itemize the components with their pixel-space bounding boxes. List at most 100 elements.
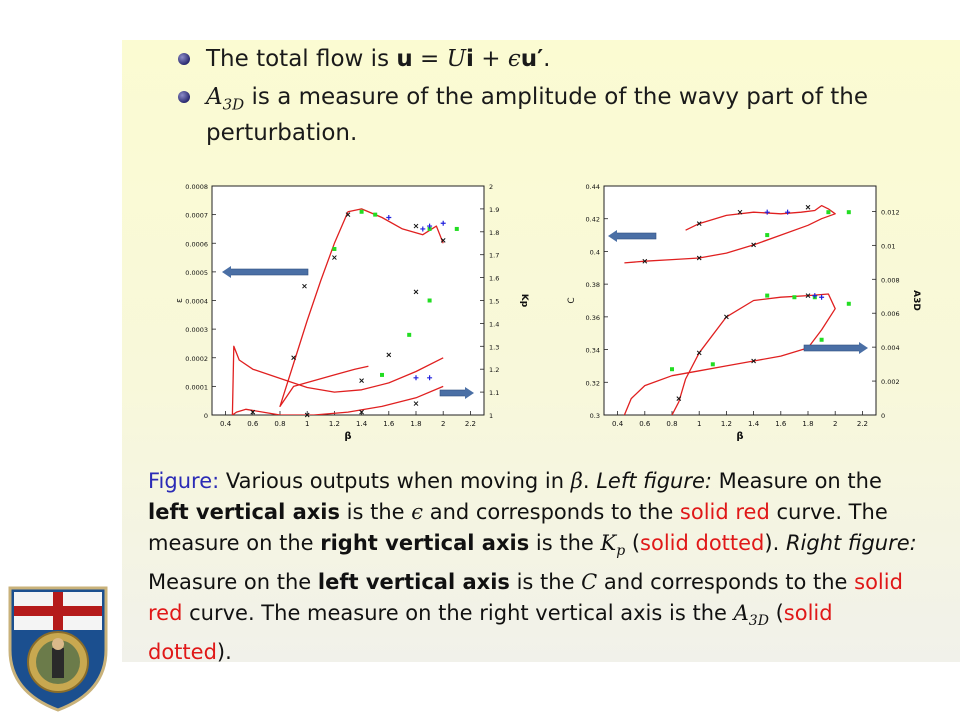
right-chart-y-axis-label: C	[567, 297, 577, 303]
left-chart-x-axis-label: β	[344, 431, 351, 442]
right-chart-y2-tick-label: 0.012	[881, 208, 900, 216]
left-chart-y-tick-label: 0.0006	[185, 240, 208, 248]
caption-bold: right vertical axis	[320, 531, 530, 555]
right-chart-y2-tick-label: 0.01	[881, 242, 895, 250]
right-chart-y-tick-label: 0.3	[590, 412, 600, 420]
right-chart-marker-black	[751, 242, 756, 248]
caption-line-1: Figure: Various outputs when moving in β…	[148, 466, 958, 497]
right-chart-arrow-left-shaft	[615, 232, 657, 240]
left-chart-y2-tick-label: 1.9	[489, 206, 499, 214]
left-chart-y2-tick-label: 1.1	[489, 389, 499, 397]
right-chart-x-tick-label: 2	[833, 420, 837, 428]
left-chart-marker-black	[413, 223, 419, 229]
left-chart-y2-tick-label: 1.4	[489, 320, 499, 328]
left-chart-marker-black	[413, 401, 419, 406]
left-chart-x-tick-label: 2	[441, 420, 445, 428]
caption-text: curve. The measure on the right vertical…	[182, 601, 734, 626]
left-chart-y-tick-label: 0	[204, 412, 208, 420]
right-chart-marker-black	[751, 358, 756, 364]
math-plus: +	[473, 46, 508, 72]
caption-text: and corresponds to the	[423, 500, 680, 524]
left-chart-x-tick-label: 1.2	[329, 420, 340, 428]
caption-text: is the	[509, 570, 582, 595]
university-crest-logo	[8, 586, 108, 712]
right-chart-x-tick-label: 1	[697, 420, 701, 428]
left-chart-marker-blue	[440, 220, 446, 226]
right-chart-marker-green	[846, 301, 851, 306]
right-chart-marker-black	[805, 293, 811, 298]
caption-text: ).	[216, 640, 232, 665]
left-chart-y-axis-label: ε	[175, 298, 185, 303]
left-chart-series-epsilon_solid	[279, 208, 444, 408]
left-chart-marker-black	[359, 409, 364, 415]
right-chart-y2-tick-label: 0.008	[881, 276, 900, 284]
left-chart-plot-area	[211, 185, 485, 416]
right-chart-x-axis-label: β	[736, 431, 743, 442]
right-chart-marker-blue	[764, 209, 770, 215]
right-chart-arrow-right	[803, 342, 868, 354]
left-chart-marker-black	[359, 378, 364, 384]
caption-text: curve. The	[769, 500, 888, 524]
right-chart-y-tick-label: 0.32	[586, 379, 600, 387]
caption-red-text: solid red	[679, 500, 770, 524]
right-chart-marker-green	[765, 233, 770, 238]
left-chart-arrow-right-shaft	[439, 389, 467, 397]
bullet-text-prefix: The total flow is	[206, 46, 397, 72]
left-chart-y2-tick-label: 1.3	[489, 343, 499, 351]
left-chart-marker-green	[407, 332, 412, 337]
right-chart-y-tick-label: 0.36	[586, 314, 600, 322]
left-chart-y2-axis-label: Kp	[519, 294, 529, 308]
chart-right-c-a3d: 0.4 0.6 0.8 1 1.2 1.4 1.6 1.8 2 2.2 0.3 0.32 0.34 0.3…	[567, 183, 921, 442]
left-chart-marker-green	[380, 372, 384, 377]
right-chart-marker-green	[792, 295, 797, 300]
left-chart-marker-black	[250, 409, 256, 415]
left-chart-marker-black	[413, 289, 419, 295]
left-chart-marker-black	[440, 238, 446, 243]
caption-red-text: solid	[854, 570, 903, 595]
caption-line-6: dotted).	[148, 637, 958, 668]
left-chart-x-tick-label: 1	[305, 420, 309, 428]
math-i: i	[466, 46, 474, 72]
right-chart-marker-green	[846, 210, 851, 215]
right-chart-plot-area	[603, 185, 877, 416]
caption-red-text: dotted	[148, 640, 217, 665]
left-chart-y-tick-label: 0.0007	[185, 212, 208, 220]
left-chart-arrow-left-head	[222, 266, 231, 278]
caption-red-text: solid dotted	[640, 531, 765, 555]
left-chart-x-tick-label: 0.8	[274, 420, 285, 428]
left-chart-arrow-left-shaft	[229, 268, 309, 276]
right-chart-x-tick-label: 1.2	[721, 420, 732, 428]
right-chart-marker-black	[696, 350, 702, 356]
caption-text: is the	[340, 500, 412, 524]
bullet-dot-icon	[178, 91, 190, 103]
right-chart-y2-tick-label: 0.002	[881, 378, 900, 386]
left-chart-arrow-right	[439, 387, 474, 399]
right-chart-marker-black	[642, 258, 648, 264]
left-chart-marker-black	[291, 355, 296, 361]
right-chart-marker-blue	[819, 294, 825, 300]
right-chart-marker-black	[696, 221, 702, 226]
left-chart-marker-black	[302, 283, 307, 289]
right-chart-marker-green	[826, 210, 831, 215]
left-chart-x-tick-label: 2.2	[465, 420, 476, 428]
left-chart-marker-green	[359, 209, 364, 214]
left-chart-y2-tick-label: 1.2	[489, 366, 499, 374]
right-chart-x-tick-label: 2.2	[857, 420, 868, 428]
left-chart-y-tick-label: 0.0002	[185, 355, 208, 363]
math-eq: =	[412, 46, 447, 72]
left-chart-y2-tick-label: 1.6	[489, 275, 499, 283]
right-chart-x-tick-label: 1.4	[748, 420, 760, 428]
right-chart-x-tick-label: 0.6	[639, 420, 651, 428]
math-A: A	[206, 84, 223, 110]
caption-text: .	[582, 469, 597, 493]
math-3D-subscript: 3D	[222, 95, 245, 114]
caption-right-figure: Right figure:	[785, 531, 917, 555]
right-chart-arrow-right-shaft	[803, 344, 861, 352]
caption-text: ).	[764, 531, 786, 555]
right-chart-marker-black	[805, 204, 811, 210]
caption-text: (	[768, 601, 784, 626]
math-period: .	[543, 46, 551, 72]
left-chart-y-tick-label: 0.0001	[185, 383, 208, 391]
caption-beta: β	[570, 469, 583, 493]
caption-text: (	[625, 531, 641, 555]
